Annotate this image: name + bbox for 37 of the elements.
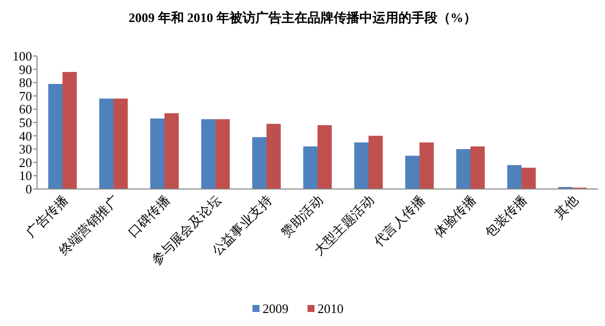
y-tick-label: 20 [19,154,32,170]
bar [216,119,230,189]
y-tick-label: 50 [19,115,32,130]
bar [470,146,485,189]
bar [507,165,522,189]
bar [150,118,164,189]
bar [201,119,216,189]
bar [164,113,179,189]
y-tick-label: 80 [19,75,32,90]
bar [48,84,62,189]
bar [62,72,77,189]
bar [266,124,281,189]
bar [252,137,266,189]
bar [522,168,536,189]
y-tick-label: 30 [19,142,32,157]
bar [354,142,368,189]
legend-label: 2010 [318,301,344,316]
y-tick-label: 90 [19,62,32,77]
bar [99,98,114,189]
y-tick-label: 0 [26,182,32,196]
bar [318,125,332,189]
bar [368,136,383,189]
chart-title: 2009 年和 2010 年被访广告主在品牌传播中运用的手段（%） [128,10,476,25]
x-tick-label: 包装传播 [482,192,530,240]
x-tick-label: 其他 [552,192,581,222]
x-tick-label: 体验传播 [431,192,479,240]
bar [405,156,420,189]
y-tick-label: 100 [12,48,32,64]
y-tick-label: 70 [19,88,32,104]
y-tick-label: 40 [19,128,32,144]
bar [114,98,128,189]
bar [456,149,470,189]
bar [420,142,434,189]
y-tick-label: 60 [19,102,32,117]
y-tick-label: 10 [19,168,32,184]
bar [303,146,318,189]
legend-label: 2009 [262,301,288,316]
